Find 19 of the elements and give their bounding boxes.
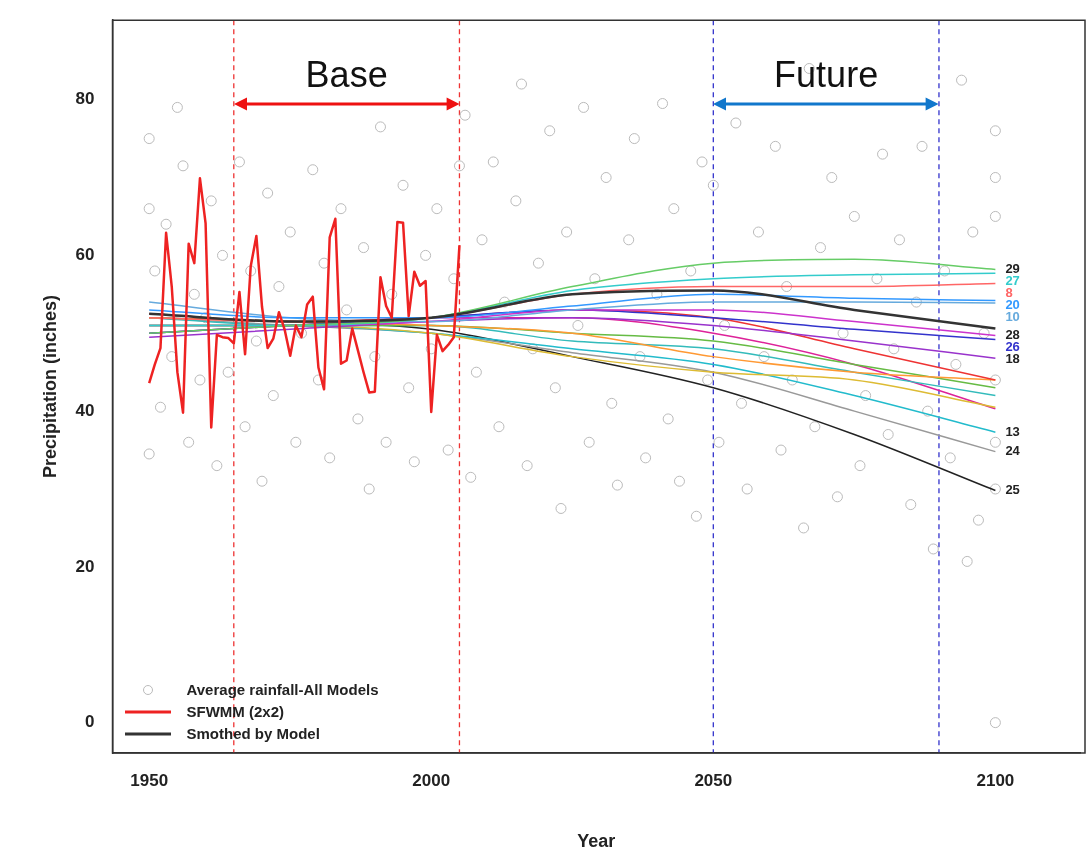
x-tick-label: 1950	[130, 770, 169, 790]
series-label: 24	[1005, 443, 1021, 459]
y-tick-label: 0	[85, 712, 95, 732]
x-tick-label: 2050	[694, 770, 733, 790]
y-axis-title: Precipitation (inches)	[39, 295, 60, 479]
legend-label: SFWMM (2x2)	[186, 702, 284, 722]
x-tick-label: 2100	[976, 770, 1015, 790]
y-tick-label: 80	[75, 89, 95, 109]
series-label: 25	[1005, 482, 1020, 498]
y-tick-label: 20	[75, 556, 95, 576]
x-axis-title: Year	[577, 831, 616, 852]
y-tick-label: 40	[75, 400, 95, 420]
annotation: Future	[774, 54, 879, 97]
legend-label: Smothed by Model	[186, 724, 320, 744]
legend-label: Average rainfall-All Models	[186, 680, 379, 700]
annotation: Base	[305, 54, 388, 97]
y-tick-label: 60	[75, 245, 95, 265]
x-tick-label: 2000	[412, 770, 451, 790]
series-label: 13	[1005, 423, 1020, 439]
